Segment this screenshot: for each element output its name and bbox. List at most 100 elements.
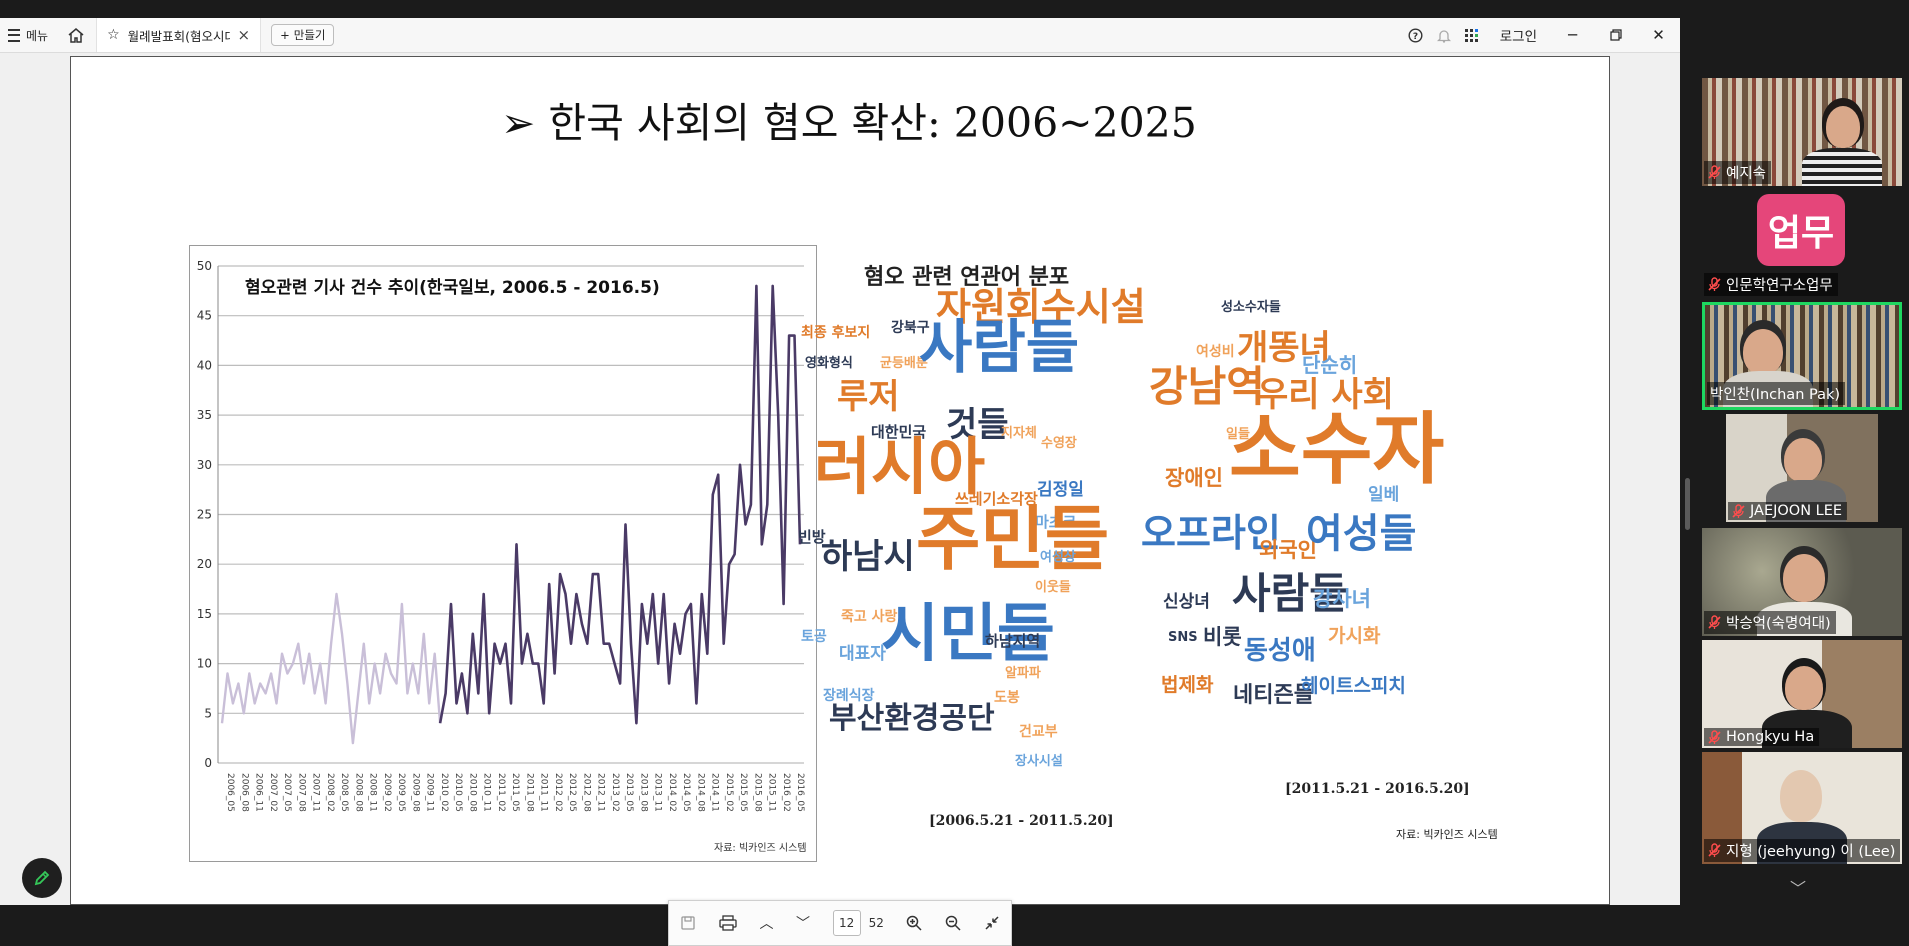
x-tick-label: 2010_05 [453,773,463,812]
next-page-icon[interactable]: ﹀ [796,916,811,932]
panel-scrollbar[interactable] [1685,478,1690,530]
x-tick-label: 2007_05 [282,773,292,812]
x-tick-label: 2012_11 [596,773,606,812]
x-tick-label: 2009_05 [396,773,406,812]
scroll-down-chevron-icon[interactable]: ﹀ [1790,879,1807,898]
document-tab[interactable]: ☆ 월례발표회(혐오시대... × [96,18,262,52]
tab-title: 월례발표회(혐오시대... [127,28,230,44]
participant-name-bar: 박승억(숙명여대) [1704,611,1836,634]
participant-tile[interactable]: Hongkyu Ha [1702,640,1902,748]
cloud1-period: [2006.5.21 - 2011.5.20] [929,813,1114,829]
cloud2-period: [2011.5.21 - 2016.5.20] [1285,781,1470,797]
x-tick-label: 2015_05 [738,773,748,812]
x-tick-label: 2016_05 [795,773,805,812]
new-button[interactable]: + 만들기 [271,24,335,46]
wordcloud-word: 죽고 사랑 [841,609,898,625]
wordcloud-word: 부산환경공단 [829,701,995,736]
participant-name: 박승억(숙명여대) [1726,616,1831,632]
save-icon[interactable] [680,915,696,931]
series-line-early [220,592,442,745]
participant-name-bar: 인문학연구소업무 [1704,273,1838,296]
notification-button[interactable] [1430,18,1458,52]
participant-tile[interactable]: JAEJOON LEE [1726,414,1878,522]
participant-name: 인문학연구소업무 [1726,278,1833,294]
wordcloud-word: 장사시설 [1015,753,1063,769]
new-button-label: 만들기 [293,28,326,42]
slide-title: ➢ 한국 사회의 혐오 확산: 2006~2025 [501,99,1197,147]
participant-tile-active-speaker[interactable]: 박인찬(Inchan Pak) [1702,302,1902,410]
wordcloud-word: 사람들 [919,313,1080,381]
x-tick-label: 2015_11 [767,773,777,812]
x-tick-label: 2011_02 [496,773,506,812]
wordcloud-word: 마초크 [1035,512,1077,531]
participant-name-bar: 예지숙 [1704,161,1772,184]
wordcloud-title: 혐오 관련 연관어 분포 [864,265,1070,290]
wordcloud-word: 영화형식 [805,355,853,371]
menu-label: 메뉴 [26,28,49,43]
x-tick-label: 2015_08 [752,773,762,812]
close-tab-icon[interactable]: × [237,26,251,44]
pdf-app-window: 메뉴 ☆ 월례발표회(혐오시대... × + 만들기 ? 로그인 ─ ✕ [0,18,1680,946]
x-tick-label: 2007_11 [311,773,321,812]
pen-icon [34,870,50,886]
wordcloud-word: 헤이트스피치 [1301,674,1406,697]
annotate-button[interactable] [22,858,62,898]
wordcloud-word: 루저 [837,377,900,417]
x-tick-label: 2006_08 [239,773,249,812]
pdf-toolbar: ︿ ﹀ 12 52 [668,900,1012,946]
star-icon[interactable]: ☆ [107,27,120,43]
x-tick-label: 2010_08 [467,773,477,812]
document-viewer[interactable]: ➢ 한국 사회의 혐오 확산: 2006~2025 0 5 10 15 20 25 30 35… [0,53,1680,946]
total-pages: 52 [868,916,884,930]
x-tick-label: 2010_02 [439,773,449,812]
wordcloud-word: 여성상 [1040,549,1076,565]
hamburger-icon [8,28,20,42]
x-tick-label: 2008_11 [368,773,378,812]
home-icon [68,27,84,43]
zoom-in-icon[interactable] [906,915,922,931]
restore-icon [1609,29,1622,41]
wordcloud-word: 소수자 [1229,405,1445,495]
pdf-page: ➢ 한국 사회의 혐오 확산: 2006~2025 0 5 10 15 20 25 30 35… [70,56,1610,905]
wordcloud-word: 외국인 [1259,537,1317,562]
wordcloud-word: 단순히 [1302,353,1358,377]
menu-button[interactable]: 메뉴 [0,18,56,52]
previous-page-icon[interactable]: ︿ [759,916,774,932]
svg-text:?: ? [1413,32,1418,42]
participant-tile[interactable]: 지형 (jeehyung) 이 (Lee) [1702,752,1902,864]
wordcloud-word: 법제화 [1161,673,1214,696]
wordcloud-word: 토공 [801,629,827,645]
minimize-button[interactable]: ─ [1551,18,1594,52]
participant-tile[interactable]: 업무 인문학연구소업무 [1702,190,1902,298]
print-icon[interactable] [719,915,737,931]
help-button[interactable]: ? [1402,18,1430,52]
x-tick-label: 2009_08 [410,773,420,812]
close-window-button[interactable]: ✕ [1637,18,1680,52]
wordcloud-word: 이웃들 [1035,579,1071,595]
page-number-input[interactable]: 12 [832,910,861,936]
y-tick-label: 20 [197,557,212,571]
wordcloud-word: 하남시 [821,537,915,577]
participant-tile[interactable]: 박승억(숙명여대) [1702,528,1902,636]
mic-muted-icon [1707,729,1722,745]
wordcloud-word: 수영장 [1041,435,1077,451]
participant-name: 지형 (jeehyung) 이 (Lee) [1726,844,1896,860]
series-line [438,284,802,725]
y-tick-label: 5 [204,706,212,720]
wordcloud-word: 강남역 [1149,362,1265,411]
wordcloud-word: 일들 [1226,426,1250,442]
wordcloud-word: 오프라인 [1141,511,1281,555]
apps-button[interactable] [1458,18,1486,52]
zoom-out-icon[interactable] [945,915,961,931]
y-tick-label: 35 [197,408,212,422]
login-button[interactable]: 로그인 [1499,29,1537,45]
wordcloud-word: 일베 [1368,484,1400,505]
home-button[interactable] [56,18,96,52]
fit-page-icon[interactable] [984,915,1000,931]
participant-name-bar: 박인찬(Inchan Pak) [1707,382,1846,405]
wordcloud-word: 러시아 [814,430,986,503]
restore-button[interactable] [1594,18,1637,52]
participant-tile[interactable]: 예지숙 [1702,78,1902,186]
wordcloud-word: 균등배분 [880,355,928,371]
help-icon: ? [1408,27,1423,43]
